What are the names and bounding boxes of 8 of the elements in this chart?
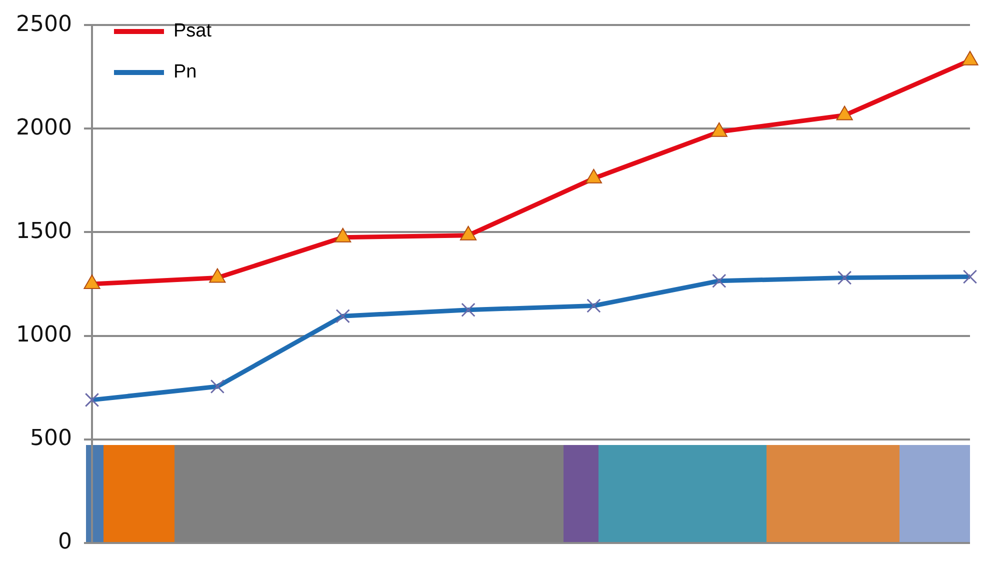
y-tick-label: 0 (58, 530, 72, 555)
y-tick-label: 1000 (16, 322, 72, 348)
y-tick-label: 500 (30, 426, 72, 451)
y-tick-label: 2500 (16, 12, 72, 37)
legend-label: Psat (173, 20, 212, 42)
y-tick-label: 2000 (16, 115, 72, 140)
y-tick-label: 1500 (16, 218, 72, 244)
legend-label: Pn (173, 62, 197, 83)
